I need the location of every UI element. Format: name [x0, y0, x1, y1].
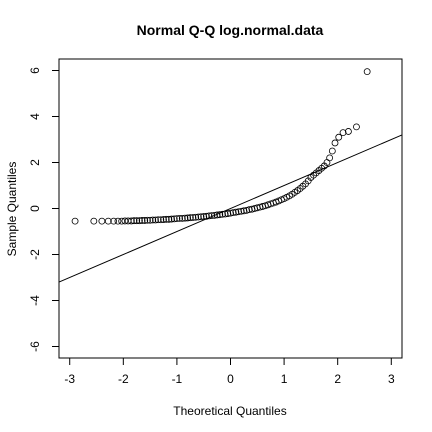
y-tick-label: -2 — [28, 249, 42, 260]
y-tick-label: 4 — [28, 113, 42, 120]
data-point — [326, 154, 334, 162]
data-point — [121, 217, 129, 225]
y-tick-label: -4 — [28, 295, 42, 306]
data-point — [157, 216, 165, 224]
data-point — [170, 215, 178, 223]
y-tick-label: 0 — [28, 205, 42, 212]
data-point — [194, 213, 202, 221]
data-point — [141, 217, 149, 224]
data-point — [71, 217, 79, 225]
data-point — [345, 128, 352, 135]
data-point — [245, 206, 253, 214]
data-point — [184, 214, 192, 222]
data-point — [200, 213, 208, 220]
data-point — [213, 211, 221, 219]
x-axis-label: Theoretical Quantiles — [173, 404, 286, 418]
data-point — [219, 210, 226, 218]
data-point — [186, 214, 194, 222]
data-point — [168, 215, 175, 223]
data-point — [110, 217, 118, 225]
data-point — [335, 133, 343, 141]
y-axis: -6 -4 -2 0 2 4 6 — [28, 67, 59, 352]
data-point — [227, 209, 234, 217]
data-point — [243, 206, 250, 214]
x-tick-label: -1 — [172, 372, 183, 386]
data-point — [176, 214, 183, 222]
data-point — [202, 212, 210, 220]
x-tick-label: -2 — [118, 372, 129, 386]
data-point — [363, 68, 371, 76]
data-point — [328, 147, 336, 155]
data-point — [127, 217, 135, 225]
y-tick-label: 2 — [28, 159, 42, 166]
chart-title: Normal Q-Q log.normal.data — [137, 22, 324, 38]
data-point — [152, 216, 159, 224]
data-point — [90, 217, 98, 225]
data-point — [211, 211, 218, 219]
data-point — [162, 215, 170, 223]
y-axis-label: Sample Quantiles — [5, 162, 19, 257]
data-point — [229, 209, 237, 217]
qq-reference-line — [58, 134, 403, 283]
data-point — [149, 216, 157, 224]
data-point — [235, 208, 242, 216]
data-point — [208, 212, 216, 220]
plot-area — [58, 68, 403, 283]
data-point — [144, 216, 151, 224]
data-point — [189, 214, 197, 221]
data-point — [130, 217, 138, 225]
data-point — [192, 213, 200, 221]
data-point — [160, 216, 167, 223]
y-tick-label: 6 — [28, 67, 42, 74]
x-axis: -3 -2 -1 0 1 2 3 — [64, 358, 395, 386]
x-tick-label: 0 — [227, 372, 234, 386]
x-tick-label: -3 — [64, 372, 75, 386]
x-tick-label: 1 — [281, 372, 288, 386]
data-point — [197, 213, 205, 221]
x-tick-label: 2 — [334, 372, 341, 386]
data-point — [98, 217, 106, 225]
data-point — [205, 212, 213, 220]
data-point — [224, 210, 232, 217]
data-point — [133, 217, 141, 225]
data-point — [114, 217, 122, 225]
data-point — [216, 211, 224, 219]
data-point — [154, 216, 162, 224]
data-point — [118, 217, 126, 225]
data-point — [146, 216, 154, 224]
data-point — [237, 207, 245, 215]
data-point — [104, 217, 112, 225]
data-point — [135, 217, 143, 225]
data-point — [221, 210, 229, 218]
data-point — [165, 215, 173, 223]
data-point — [353, 123, 360, 131]
data-point — [339, 129, 347, 137]
data-point — [173, 215, 181, 223]
data-point — [232, 208, 240, 216]
data-point — [240, 207, 248, 215]
data-point — [138, 217, 146, 224]
data-point — [331, 139, 339, 147]
y-tick-label: -6 — [28, 341, 42, 352]
x-tick-label: 3 — [388, 372, 395, 386]
data-point — [178, 214, 186, 222]
data-point — [181, 214, 189, 222]
